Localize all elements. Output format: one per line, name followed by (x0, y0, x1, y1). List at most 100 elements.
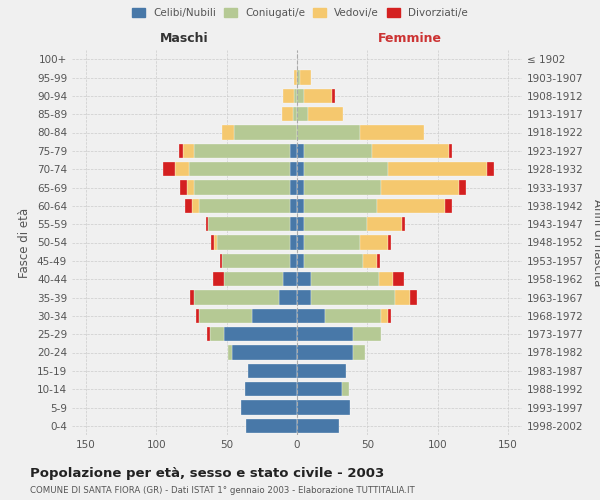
Bar (392, 272, 404, 286)
Bar (194, 144, 290, 158)
Bar (191, 198, 199, 213)
Bar (248, 364, 297, 378)
Bar (183, 144, 194, 158)
Text: Maschi: Maschi (160, 32, 209, 44)
Bar (353, 346, 365, 360)
Bar (294, 88, 297, 103)
Bar (297, 236, 304, 250)
Bar (189, 162, 290, 176)
Bar (279, 290, 297, 304)
Bar (293, 107, 297, 122)
Bar (297, 198, 304, 213)
Bar (445, 198, 452, 213)
Bar (224, 327, 297, 342)
Bar (179, 144, 183, 158)
Bar (388, 162, 487, 176)
Bar (297, 107, 308, 122)
Bar (211, 236, 214, 250)
Bar (377, 254, 380, 268)
Bar (212, 272, 224, 286)
Bar (297, 88, 304, 103)
Bar (290, 180, 297, 194)
Bar (363, 254, 377, 268)
Bar (217, 236, 290, 250)
Bar (297, 272, 311, 286)
Bar (297, 382, 342, 396)
Bar (308, 107, 343, 122)
Bar (297, 126, 360, 140)
Bar (325, 308, 382, 323)
Bar (388, 308, 391, 323)
Bar (409, 290, 416, 304)
Bar (297, 290, 311, 304)
Bar (297, 144, 304, 158)
Bar (210, 327, 224, 342)
Bar (459, 180, 466, 194)
Bar (283, 272, 297, 286)
Bar (163, 162, 175, 176)
Bar (297, 70, 300, 85)
Bar (214, 236, 217, 250)
Bar (194, 290, 279, 304)
Bar (180, 180, 187, 194)
Bar (377, 198, 445, 213)
Bar (360, 236, 388, 250)
Bar (342, 382, 349, 396)
Bar (300, 70, 311, 85)
Bar (199, 198, 290, 213)
Bar (206, 217, 208, 232)
Bar (304, 162, 388, 176)
Bar (234, 126, 297, 140)
Bar (290, 254, 297, 268)
Bar (185, 198, 191, 213)
Bar (196, 308, 199, 323)
Bar (297, 400, 350, 414)
Bar (281, 107, 293, 122)
Legend: Celibi/Nubili, Coniugati/e, Vedovi/e, Divorziati/e: Celibi/Nubili, Coniugati/e, Vedovi/e, Di… (129, 5, 471, 21)
Bar (220, 254, 223, 268)
Bar (304, 254, 363, 268)
Bar (187, 180, 194, 194)
Bar (194, 180, 290, 194)
Bar (190, 290, 194, 304)
Y-axis label: Anni di nascita: Anni di nascita (590, 199, 600, 286)
Bar (395, 290, 409, 304)
Bar (382, 180, 459, 194)
Bar (228, 346, 232, 360)
Bar (245, 382, 297, 396)
Bar (247, 418, 297, 433)
Bar (223, 254, 290, 268)
Bar (297, 346, 353, 360)
Bar (208, 217, 290, 232)
Bar (304, 88, 332, 103)
Bar (304, 236, 360, 250)
Bar (371, 144, 449, 158)
Bar (379, 272, 392, 286)
Bar (332, 88, 335, 103)
Bar (290, 198, 297, 213)
Bar (294, 70, 297, 85)
Bar (353, 327, 382, 342)
Bar (388, 236, 391, 250)
Bar (297, 308, 325, 323)
Bar (207, 327, 210, 342)
Bar (311, 290, 395, 304)
Bar (175, 162, 189, 176)
Bar (223, 126, 234, 140)
Text: Popolazione per età, sesso e stato civile - 2003: Popolazione per età, sesso e stato civil… (30, 468, 384, 480)
Bar (487, 162, 494, 176)
Bar (290, 162, 297, 176)
Bar (297, 162, 304, 176)
Bar (290, 144, 297, 158)
Bar (297, 254, 304, 268)
Bar (283, 88, 294, 103)
Bar (449, 144, 452, 158)
Bar (311, 272, 379, 286)
Bar (360, 126, 424, 140)
Bar (297, 217, 304, 232)
Text: COMUNE DI SANTA FIORA (GR) - Dati ISTAT 1° gennaio 2003 - Elaborazione TUTTITALI: COMUNE DI SANTA FIORA (GR) - Dati ISTAT … (30, 486, 415, 495)
Y-axis label: Fasce di età: Fasce di età (19, 208, 31, 278)
Bar (199, 308, 252, 323)
Bar (297, 327, 353, 342)
Text: Femmine: Femmine (377, 32, 442, 44)
